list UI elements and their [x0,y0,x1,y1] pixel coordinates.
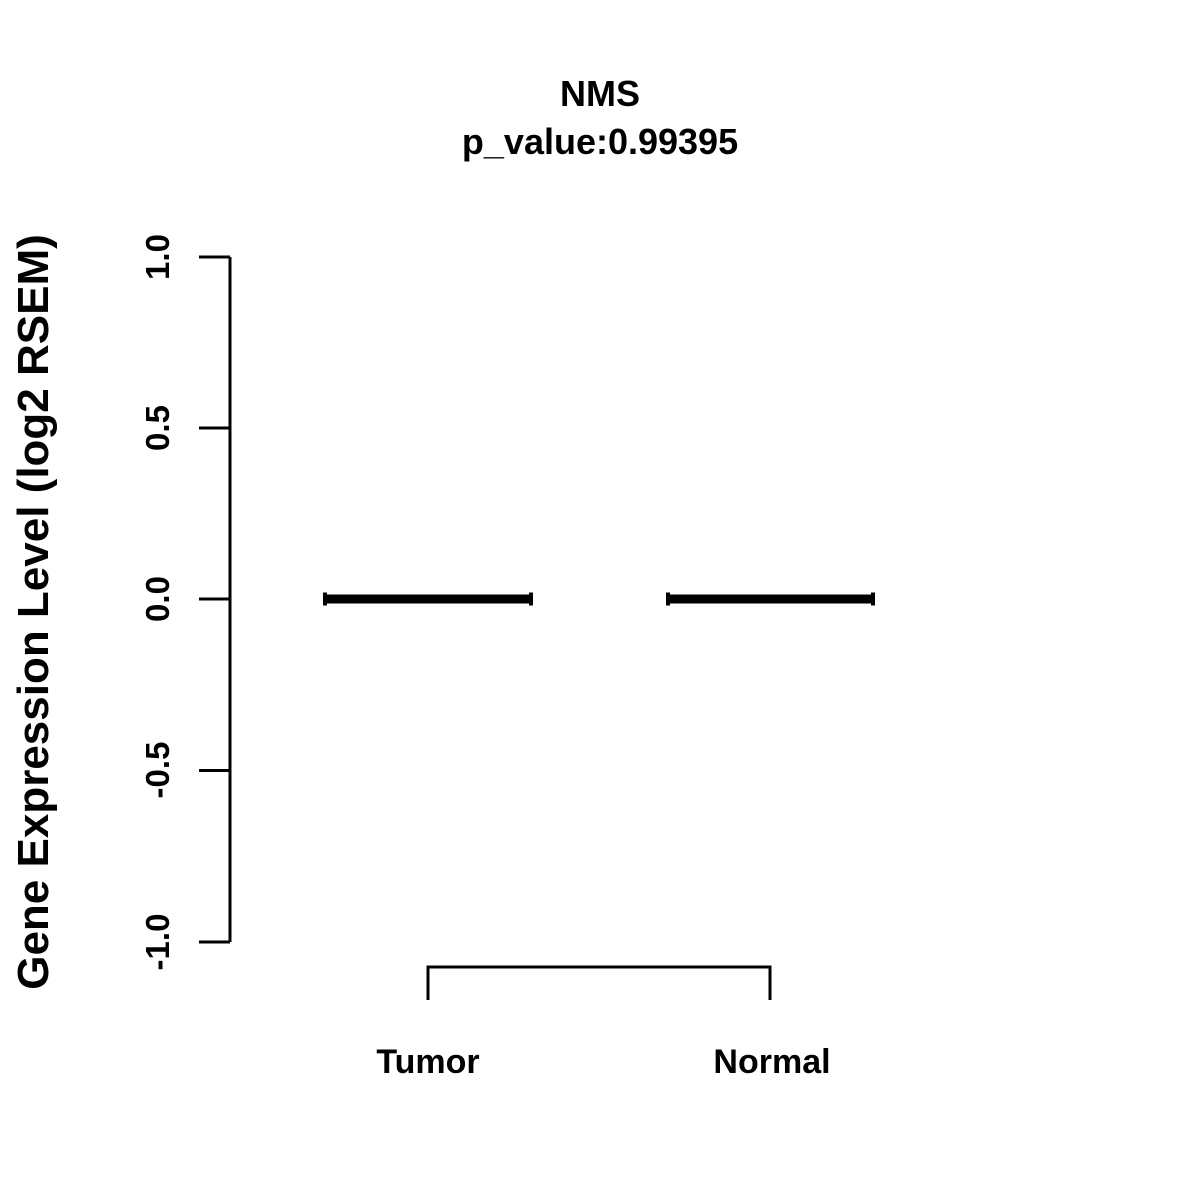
box-tumor [323,592,533,606]
chart-subtitle-pvalue: p_value:0.99395 [461,121,739,162]
comparison-bracket [426,965,772,1000]
chart-title: NMS [560,73,640,114]
x-category-label-tumor: Tumor [376,1043,480,1081]
box-normal [666,592,875,606]
y-axis-ticks [199,255,230,944]
x-category-label-normal: Normal [713,1043,831,1081]
